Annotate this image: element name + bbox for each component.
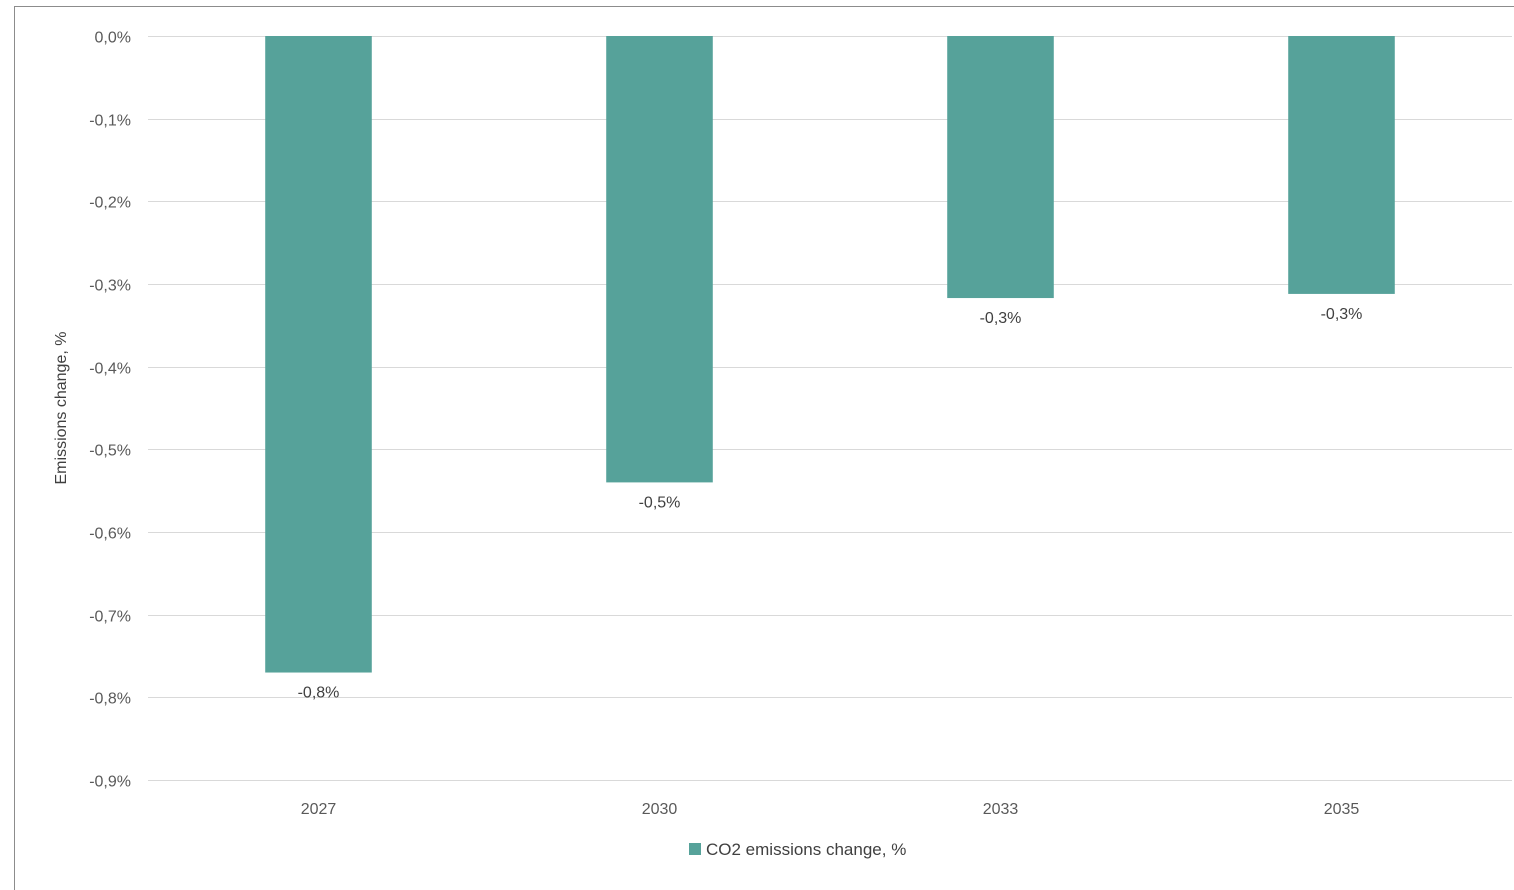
x-tick-label: 2030: [642, 801, 678, 818]
bar-2033[interactable]: [947, 36, 1054, 299]
bar-2030[interactable]: [606, 36, 713, 483]
data-label-2030: -0,5%: [639, 494, 681, 511]
bar-2027[interactable]: [265, 36, 372, 673]
x-tick-label: 2027: [301, 801, 337, 818]
y-tick-label: -0,3%: [89, 278, 131, 295]
y-tick-label: -0,8%: [89, 691, 131, 708]
legend[interactable]: CO2 emissions change, %: [689, 840, 906, 859]
x-tick-label: 2033: [983, 801, 1019, 818]
y-tick-label: -0,1%: [89, 113, 131, 130]
x-tick-label: 2035: [1324, 801, 1360, 818]
y-axis-ticks: 0,0% -0,1% -0,2% -0,3% -0,4% -0,5% -0,6% -0,7% -…: [89, 30, 131, 791]
y-tick-label: -0,4%: [89, 361, 131, 378]
data-label-2033: -0,3%: [980, 310, 1022, 327]
chart-frame: [14, 6, 1514, 890]
gridlines: [148, 36, 1512, 781]
y-tick-label: -0,6%: [89, 526, 131, 543]
legend-swatch: [689, 843, 701, 855]
y-tick-label: -0,7%: [89, 609, 131, 626]
bar-2035[interactable]: [1288, 36, 1395, 294]
legend-label: CO2 emissions change, %: [706, 840, 906, 859]
x-axis-ticks: 2027 2030 2033 2035: [301, 801, 1360, 818]
data-label-2027: -0,8%: [298, 685, 340, 702]
y-tick-label: -0,2%: [89, 195, 131, 212]
data-labels: -0,8% -0,5% -0,3% -0,3%: [298, 306, 1363, 702]
data-label-2035: -0,3%: [1321, 306, 1363, 323]
y-axis-title: Emissions change, %: [53, 332, 70, 485]
y-tick-label: 0,0%: [95, 30, 131, 47]
y-tick-label: -0,9%: [89, 774, 131, 791]
bars: [265, 36, 1395, 673]
y-tick-label: -0,5%: [89, 443, 131, 460]
